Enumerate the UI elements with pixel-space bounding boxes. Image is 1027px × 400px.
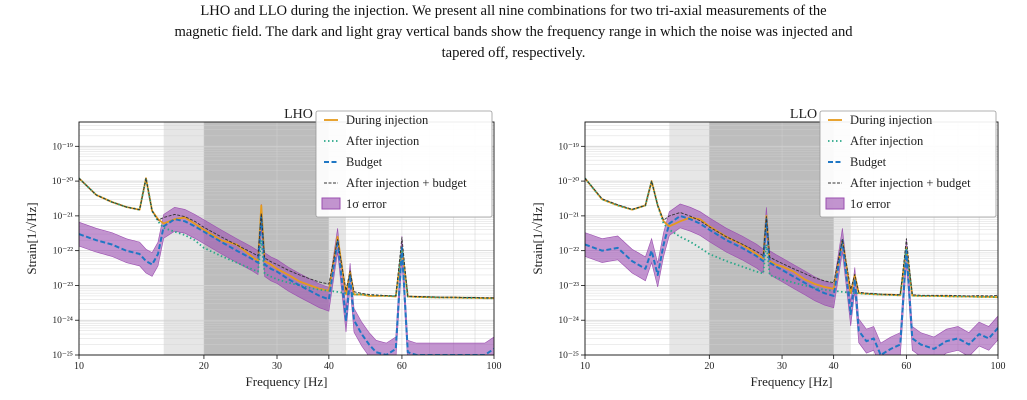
y-tick-label: 10⁻²³ <box>53 281 73 291</box>
x-tick-label: 40 <box>324 361 334 372</box>
series-after <box>585 177 998 299</box>
y-tick-label: 10⁻²² <box>559 247 579 257</box>
legend-label: 1σ error <box>346 197 387 211</box>
x-tick-label: 60 <box>901 361 911 372</box>
legend-label: 1σ error <box>850 197 891 211</box>
y-tick-label: 10⁻¹⁹ <box>558 142 579 152</box>
band-light-0 <box>669 122 710 355</box>
legend-label: After injection <box>850 134 924 148</box>
x-axis-label: Frequency [Hz] <box>751 374 833 389</box>
y-tick-label: 10⁻²¹ <box>53 212 73 222</box>
y-tick-label: 10⁻²⁰ <box>558 177 579 187</box>
y-tick-label: 10⁻²¹ <box>559 212 579 222</box>
x-tick-label: 10 <box>580 361 590 372</box>
caption-line-3: tapered off, respectively. <box>441 45 586 61</box>
x-tick-label: 10 <box>74 361 84 372</box>
x-tick-label: 20 <box>199 361 209 372</box>
axes-frame <box>584 121 999 356</box>
y-tick-label: 10⁻²⁵ <box>52 351 73 361</box>
series-budget <box>79 214 494 355</box>
legend-label: After injection + budget <box>346 176 467 190</box>
y-axis-label: Strain[1/√Hz] <box>530 202 545 274</box>
plot-title: LLO <box>790 107 817 122</box>
x-tick-label: 20 <box>704 361 714 372</box>
x-tick-label: 60 <box>397 361 407 372</box>
series-sum <box>585 178 998 297</box>
x-tick-label: 100 <box>991 361 1006 372</box>
caption-line-1: LHO and LLO during the injection. We pre… <box>200 3 827 19</box>
axes-frame <box>78 121 495 356</box>
series-during <box>79 177 494 300</box>
legend-label: During injection <box>346 113 429 127</box>
figure-caption: LHO and LLO during the injection. We pre… <box>6 1 1021 64</box>
y-tick-label: 10⁻²⁴ <box>52 316 73 326</box>
y-tick-label: 10⁻²⁵ <box>558 351 579 361</box>
legend-swatch <box>321 197 341 210</box>
legend-label: During injection <box>850 113 933 127</box>
plot-title: LHO <box>284 107 313 122</box>
y-tick-label: 10⁻²⁴ <box>558 316 579 326</box>
legend-swatch <box>825 197 845 210</box>
x-axis-label: Frequency [Hz] <box>246 374 328 389</box>
x-tick-label: 100 <box>487 361 502 372</box>
plot-lho: 10 20 30 40 60 100 10⁻²⁵ 10⁻²⁴ 10⁻²³ 10⁻²² 10⁻²¹ 10… <box>24 107 502 389</box>
legend-label: Budget <box>850 155 887 169</box>
legend-label: After injection <box>346 134 420 148</box>
series-sum <box>79 177 494 299</box>
series-budget <box>585 214 998 355</box>
series-group <box>585 177 998 355</box>
y-tick-label: 10⁻¹⁹ <box>52 142 73 152</box>
y-tick-label: 10⁻²² <box>53 247 73 257</box>
plot-llo: 10 20 30 40 60 100 10⁻²⁵ 10⁻²⁴ 10⁻²³ 10⁻²² 10⁻²¹ 10… <box>530 107 1006 389</box>
legend-box <box>315 110 493 218</box>
x-tick-label: 30 <box>777 361 787 372</box>
y-tick-label: 10⁻²³ <box>559 281 579 291</box>
series-group <box>79 177 494 355</box>
y-axis-label: Strain[1/√Hz] <box>24 202 39 274</box>
x-tick-label: 30 <box>272 361 282 372</box>
error-band <box>585 203 998 355</box>
y-tick-label: 10⁻²⁰ <box>52 177 73 187</box>
legend: During injection After injection Budget Aft… <box>819 110 997 218</box>
legend: During injection After injection Budget Aft… <box>315 110 493 218</box>
caption-line-2: magnetic field. The dark and light gray … <box>174 24 853 40</box>
legend-label: Budget <box>346 155 383 169</box>
legend-label: After injection + budget <box>850 176 971 190</box>
legend-box <box>819 110 997 218</box>
x-tick-label: 40 <box>829 361 839 372</box>
